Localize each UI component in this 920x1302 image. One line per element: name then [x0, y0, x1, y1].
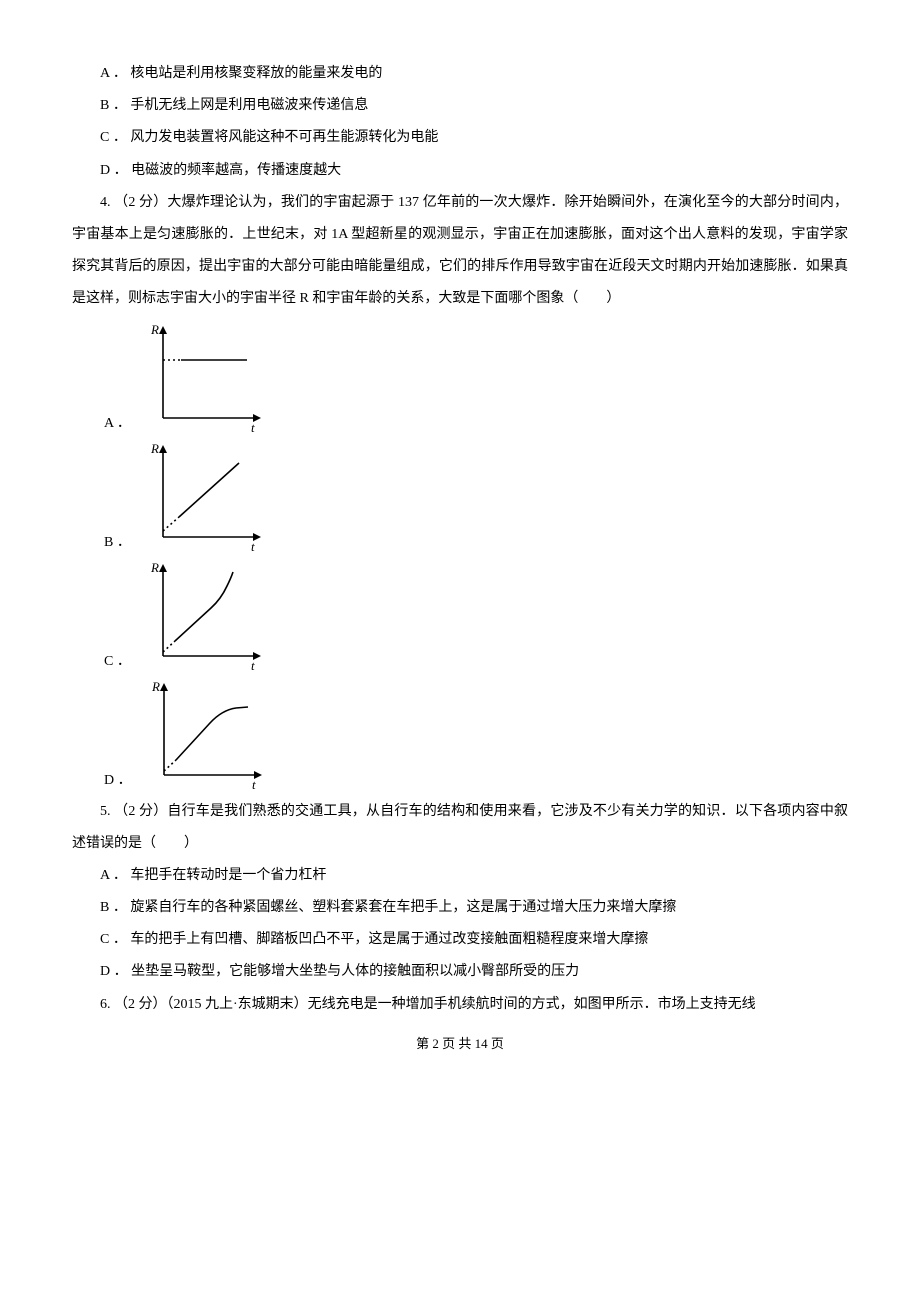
page-footer: 第 2 页 共 14 页 — [72, 1033, 848, 1052]
svg-text:t: t — [252, 777, 256, 792]
q6-stem: 6. （2 分）（2015 九上·东城期末）无线充电是一种增加手机续航时间的方式… — [72, 989, 848, 1021]
q4-chart-d: R t — [140, 677, 270, 792]
q4-option-c-label: C ． — [104, 655, 131, 673]
q5-option-b: B ． 旋紧自行车的各种紧固螺丝、塑料套紧套在车把手上，这是属于通过增大压力来增… — [72, 892, 848, 924]
q4-option-d-label: D ． — [104, 774, 132, 792]
q4-option-b-label: B ． — [104, 536, 131, 554]
svg-text:R: R — [150, 560, 159, 575]
q4-option-b-row: B ． R t — [104, 439, 848, 554]
svg-text:R: R — [150, 441, 159, 456]
axis-label-r: R — [150, 322, 159, 337]
q5-option-a: A ． 车把手在转动时是一个省力杠杆 — [72, 860, 848, 892]
q4-stem: 4. （2 分）大爆炸理论认为，我们的宇宙起源于 137 亿年前的一次大爆炸．除… — [72, 187, 848, 316]
q4-chart-b: R t — [139, 439, 269, 554]
q3-option-a: A ． 核电站是利用核聚变释放的能量来发电的 — [72, 58, 848, 90]
q3-option-d: D ． 电磁波的频率越高，传播速度越大 — [72, 155, 848, 187]
q4-option-a-row: A ． R t — [104, 320, 848, 435]
q4-option-a-label: A ． — [104, 417, 131, 435]
q3-option-b: B ． 手机无线上网是利用电磁波来传递信息 — [72, 90, 848, 122]
q4-chart-c: R t — [139, 558, 269, 673]
axis-label-t: t — [251, 420, 255, 435]
svg-text:t: t — [251, 658, 255, 673]
q5-option-c: C ． 车的把手上有凹槽、脚踏板凹凸不平，这是属于通过改变接触面粗糙程度来增大摩… — [72, 924, 848, 956]
q4-option-d-row: D ． R t — [104, 677, 848, 792]
q3-option-c: C ． 风力发电装置将风能这种不可再生能源转化为电能 — [72, 122, 848, 154]
q4-chart-a: R t — [139, 320, 269, 435]
svg-text:R: R — [151, 679, 160, 694]
q5-stem: 5. （2 分）自行车是我们熟悉的交通工具，从自行车的结构和使用来看，它涉及不少… — [72, 796, 848, 860]
q4-option-c-row: C ． R t — [104, 558, 848, 673]
q5-option-d: D ． 坐垫呈马鞍型，它能够增大坐垫与人体的接触面积以减小臀部所受的压力 — [72, 956, 848, 988]
svg-text:t: t — [251, 539, 255, 554]
